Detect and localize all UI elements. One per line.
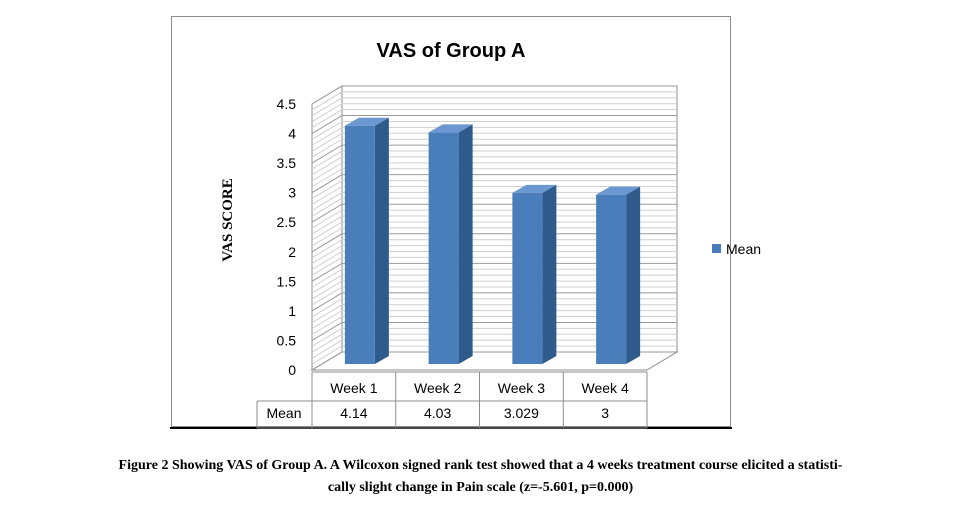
- gridline: [311, 345, 677, 365]
- gridline: [311, 191, 677, 211]
- bar-top: [428, 124, 473, 133]
- gridline: [311, 203, 677, 223]
- y-tick-label: 4: [288, 126, 296, 142]
- y-tick-label: 0.5: [277, 332, 297, 348]
- gridline: [311, 256, 677, 276]
- bar: [428, 124, 473, 364]
- gridline: [311, 339, 677, 359]
- gridline: [311, 132, 677, 152]
- y-tick-label: 2: [288, 244, 296, 260]
- gridline: [311, 227, 677, 247]
- gridline: [311, 221, 677, 241]
- gridline: [311, 351, 677, 371]
- x-category-label: Week 2: [414, 380, 461, 396]
- gridline: [311, 185, 677, 205]
- gridline: [311, 321, 677, 341]
- x-category-label: Week 4: [582, 380, 629, 396]
- gridline: [311, 274, 677, 294]
- bar-front: [596, 194, 627, 364]
- table-row-label: Mean: [266, 405, 301, 421]
- bar: [344, 117, 389, 364]
- gridline: [311, 97, 677, 117]
- bar: [512, 184, 557, 364]
- figure-caption-line-1: Figure 2 Showing VAS of Group A. A Wilco…: [118, 458, 843, 473]
- gridline: [311, 85, 677, 105]
- gridline: [311, 245, 677, 265]
- x-category-label: Week 1: [330, 380, 377, 396]
- bar-top: [344, 117, 389, 126]
- gridline: [311, 286, 677, 306]
- side-wall: [311, 85, 343, 371]
- gridline: [311, 292, 677, 312]
- gridline: [311, 120, 677, 140]
- gridline: [311, 316, 677, 335]
- gridline: [311, 262, 677, 282]
- gridline: [311, 327, 677, 347]
- gridline: [311, 298, 677, 318]
- gridline: [311, 168, 677, 188]
- gridline: [311, 126, 677, 146]
- bar-side: [374, 117, 389, 364]
- gridline: [311, 215, 677, 235]
- gridline: [311, 239, 677, 259]
- chart-title: VAS of Group A: [377, 40, 526, 62]
- y-tick-label: 0: [288, 362, 296, 378]
- y-tick-label: 1: [288, 303, 296, 319]
- gridline: [311, 268, 677, 288]
- figure-caption-line-2: cally slight change in Pain scale (z=-5.…: [327, 480, 634, 495]
- x-category-label: Week 3: [498, 380, 545, 396]
- gridline: [311, 233, 677, 253]
- gridline: [311, 197, 677, 217]
- table-cell-value: 4.14: [340, 405, 367, 421]
- y-tick-label: 1.5: [277, 273, 297, 289]
- table-cell-value: 4.03: [424, 405, 451, 421]
- gridline: [311, 103, 677, 123]
- gridline: [311, 333, 677, 353]
- gridline: [311, 109, 677, 129]
- y-tick-label: 4.5: [277, 96, 297, 112]
- gridline: [311, 156, 677, 176]
- bar-side: [542, 184, 557, 364]
- gridline: [311, 162, 677, 182]
- bar-top: [596, 186, 641, 195]
- bar-front: [428, 132, 459, 364]
- gridline: [311, 150, 677, 170]
- gridline: [311, 115, 677, 134]
- gridline: [311, 144, 677, 164]
- gridline: [311, 304, 677, 324]
- table-cell-value: 3.029: [504, 405, 539, 421]
- gridline: [311, 209, 677, 229]
- gridline: [311, 310, 677, 330]
- bar-front: [512, 192, 543, 364]
- y-axis-label: VAS SCORE: [220, 178, 236, 262]
- legend-label: Mean: [726, 241, 761, 257]
- y-tick-label: 3.5: [277, 155, 297, 171]
- bar-side: [626, 186, 641, 364]
- gridline: [311, 174, 677, 194]
- bar-top: [512, 184, 557, 193]
- y-tick-label: 2.5: [277, 214, 297, 230]
- bar-side: [458, 124, 473, 364]
- gridline: [311, 180, 677, 200]
- gridline: [311, 91, 677, 111]
- gridline: [311, 280, 677, 300]
- y-tick-label: 3: [288, 185, 296, 201]
- table-cell-value: 3: [601, 405, 609, 421]
- bar: [596, 186, 641, 364]
- gridline: [311, 251, 677, 270]
- gridline: [311, 138, 677, 158]
- legend-swatch: [712, 244, 721, 253]
- bar-front: [344, 125, 375, 364]
